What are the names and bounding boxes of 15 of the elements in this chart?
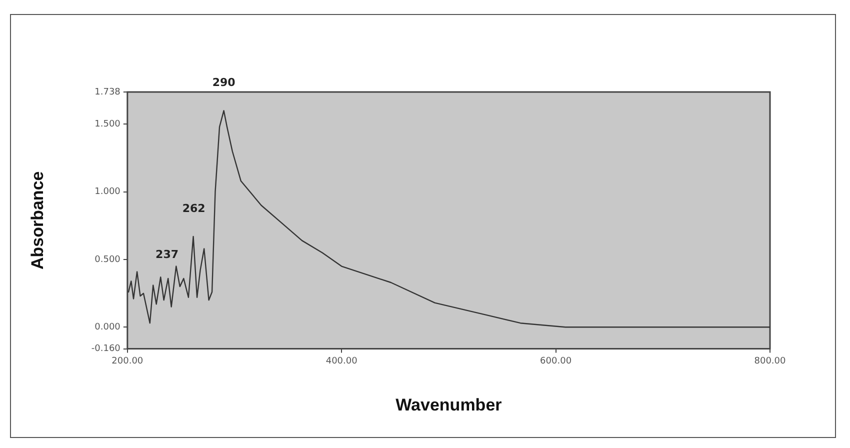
annotation: 237 [156, 248, 179, 261]
x-axis-title: Wavenumber [396, 395, 502, 414]
y-axis-title: Absorbance [28, 171, 47, 270]
y-tick-label: 1.000 [94, 187, 121, 198]
annotation: 290 [212, 76, 236, 90]
x-tick-label: 600.00 [540, 356, 572, 367]
y-tick-label: 0.000 [94, 322, 121, 332]
x-tick-label: 800.00 [754, 356, 786, 367]
annotation: 262 [182, 202, 206, 215]
x-tick-label: 400.00 [326, 356, 358, 367]
y-tick-label: -0.160 [91, 344, 121, 354]
y-tick-label: 1.738 [94, 87, 121, 98]
y-tick-label: 1.500 [94, 120, 121, 130]
y-tick-label: 0.500 [94, 254, 121, 265]
x-tick-label: 200.00 [112, 356, 144, 367]
